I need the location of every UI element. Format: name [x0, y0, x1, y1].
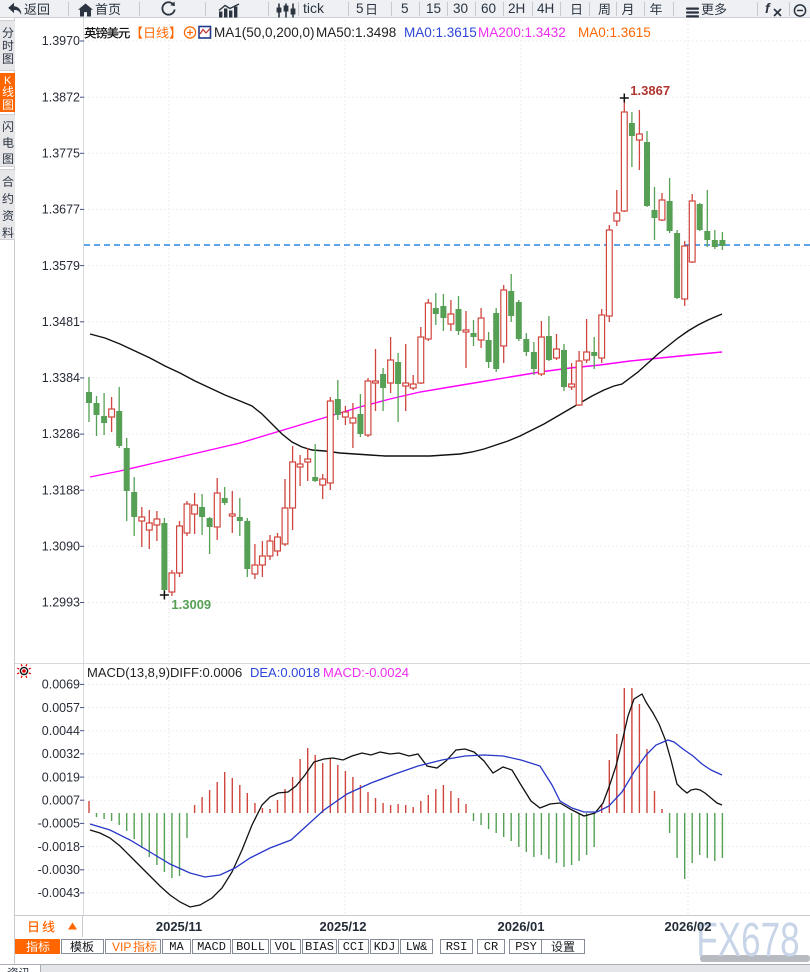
- svg-text:1.3384: 1.3384: [42, 371, 80, 385]
- svg-text:MA0:1.3615: MA0:1.3615: [404, 25, 477, 40]
- svg-text:1.3009: 1.3009: [171, 597, 211, 612]
- svg-text:1.3775: 1.3775: [42, 147, 80, 161]
- svg-text:-0.0018: -0.0018: [38, 840, 80, 854]
- svg-text:DIFF:0.0006: DIFF:0.0006: [170, 665, 242, 680]
- svg-text:MACD:-0.0024: MACD:-0.0024: [323, 665, 409, 680]
- svg-text:1.3872: 1.3872: [42, 90, 80, 104]
- svg-text:1.3677: 1.3677: [42, 203, 80, 217]
- svg-text:1.3286: 1.3286: [42, 427, 80, 441]
- svg-text:1.3090: 1.3090: [42, 540, 80, 554]
- svg-text:0.0069: 0.0069: [42, 678, 80, 692]
- svg-text:0.0032: 0.0032: [42, 747, 80, 761]
- svg-text:1.3481: 1.3481: [42, 315, 80, 329]
- svg-text:MACD(13,8,9): MACD(13,8,9): [87, 665, 170, 680]
- svg-text:2026/02: 2026/02: [665, 919, 712, 934]
- svg-text:VIP: VIP: [112, 940, 131, 954]
- svg-text:2025/12: 2025/12: [320, 919, 367, 934]
- svg-text:0.0057: 0.0057: [42, 701, 80, 715]
- svg-text:-0.0043: -0.0043: [38, 886, 80, 900]
- svg-text:-0.0005: -0.0005: [38, 817, 80, 831]
- svg-text:1.3579: 1.3579: [42, 259, 80, 273]
- svg-text:0.0044: 0.0044: [42, 724, 80, 738]
- svg-text:MA50:1.3498: MA50:1.3498: [316, 25, 396, 40]
- svg-text:K: K: [4, 75, 12, 87]
- svg-text:FX678: FX678: [696, 913, 799, 967]
- svg-text:0.0019: 0.0019: [42, 770, 80, 784]
- svg-text:-0.0030: -0.0030: [38, 863, 80, 877]
- svg-text:MA1(50,0,200,0): MA1(50,0,200,0): [214, 25, 315, 40]
- svg-text:1.3970: 1.3970: [42, 34, 80, 48]
- svg-text:2025/11: 2025/11: [156, 919, 202, 934]
- svg-text:1.3188: 1.3188: [42, 483, 80, 497]
- svg-text:1.3867: 1.3867: [630, 83, 670, 98]
- svg-text:MA200:1.3432: MA200:1.3432: [478, 25, 566, 40]
- svg-text:DEA:0.0018: DEA:0.0018: [250, 665, 320, 680]
- svg-text:MA0:1.3615: MA0:1.3615: [578, 25, 651, 40]
- svg-text:2026/01: 2026/01: [498, 919, 545, 934]
- svg-text:0.0007: 0.0007: [42, 794, 80, 808]
- svg-text:1.2993: 1.2993: [42, 596, 80, 610]
